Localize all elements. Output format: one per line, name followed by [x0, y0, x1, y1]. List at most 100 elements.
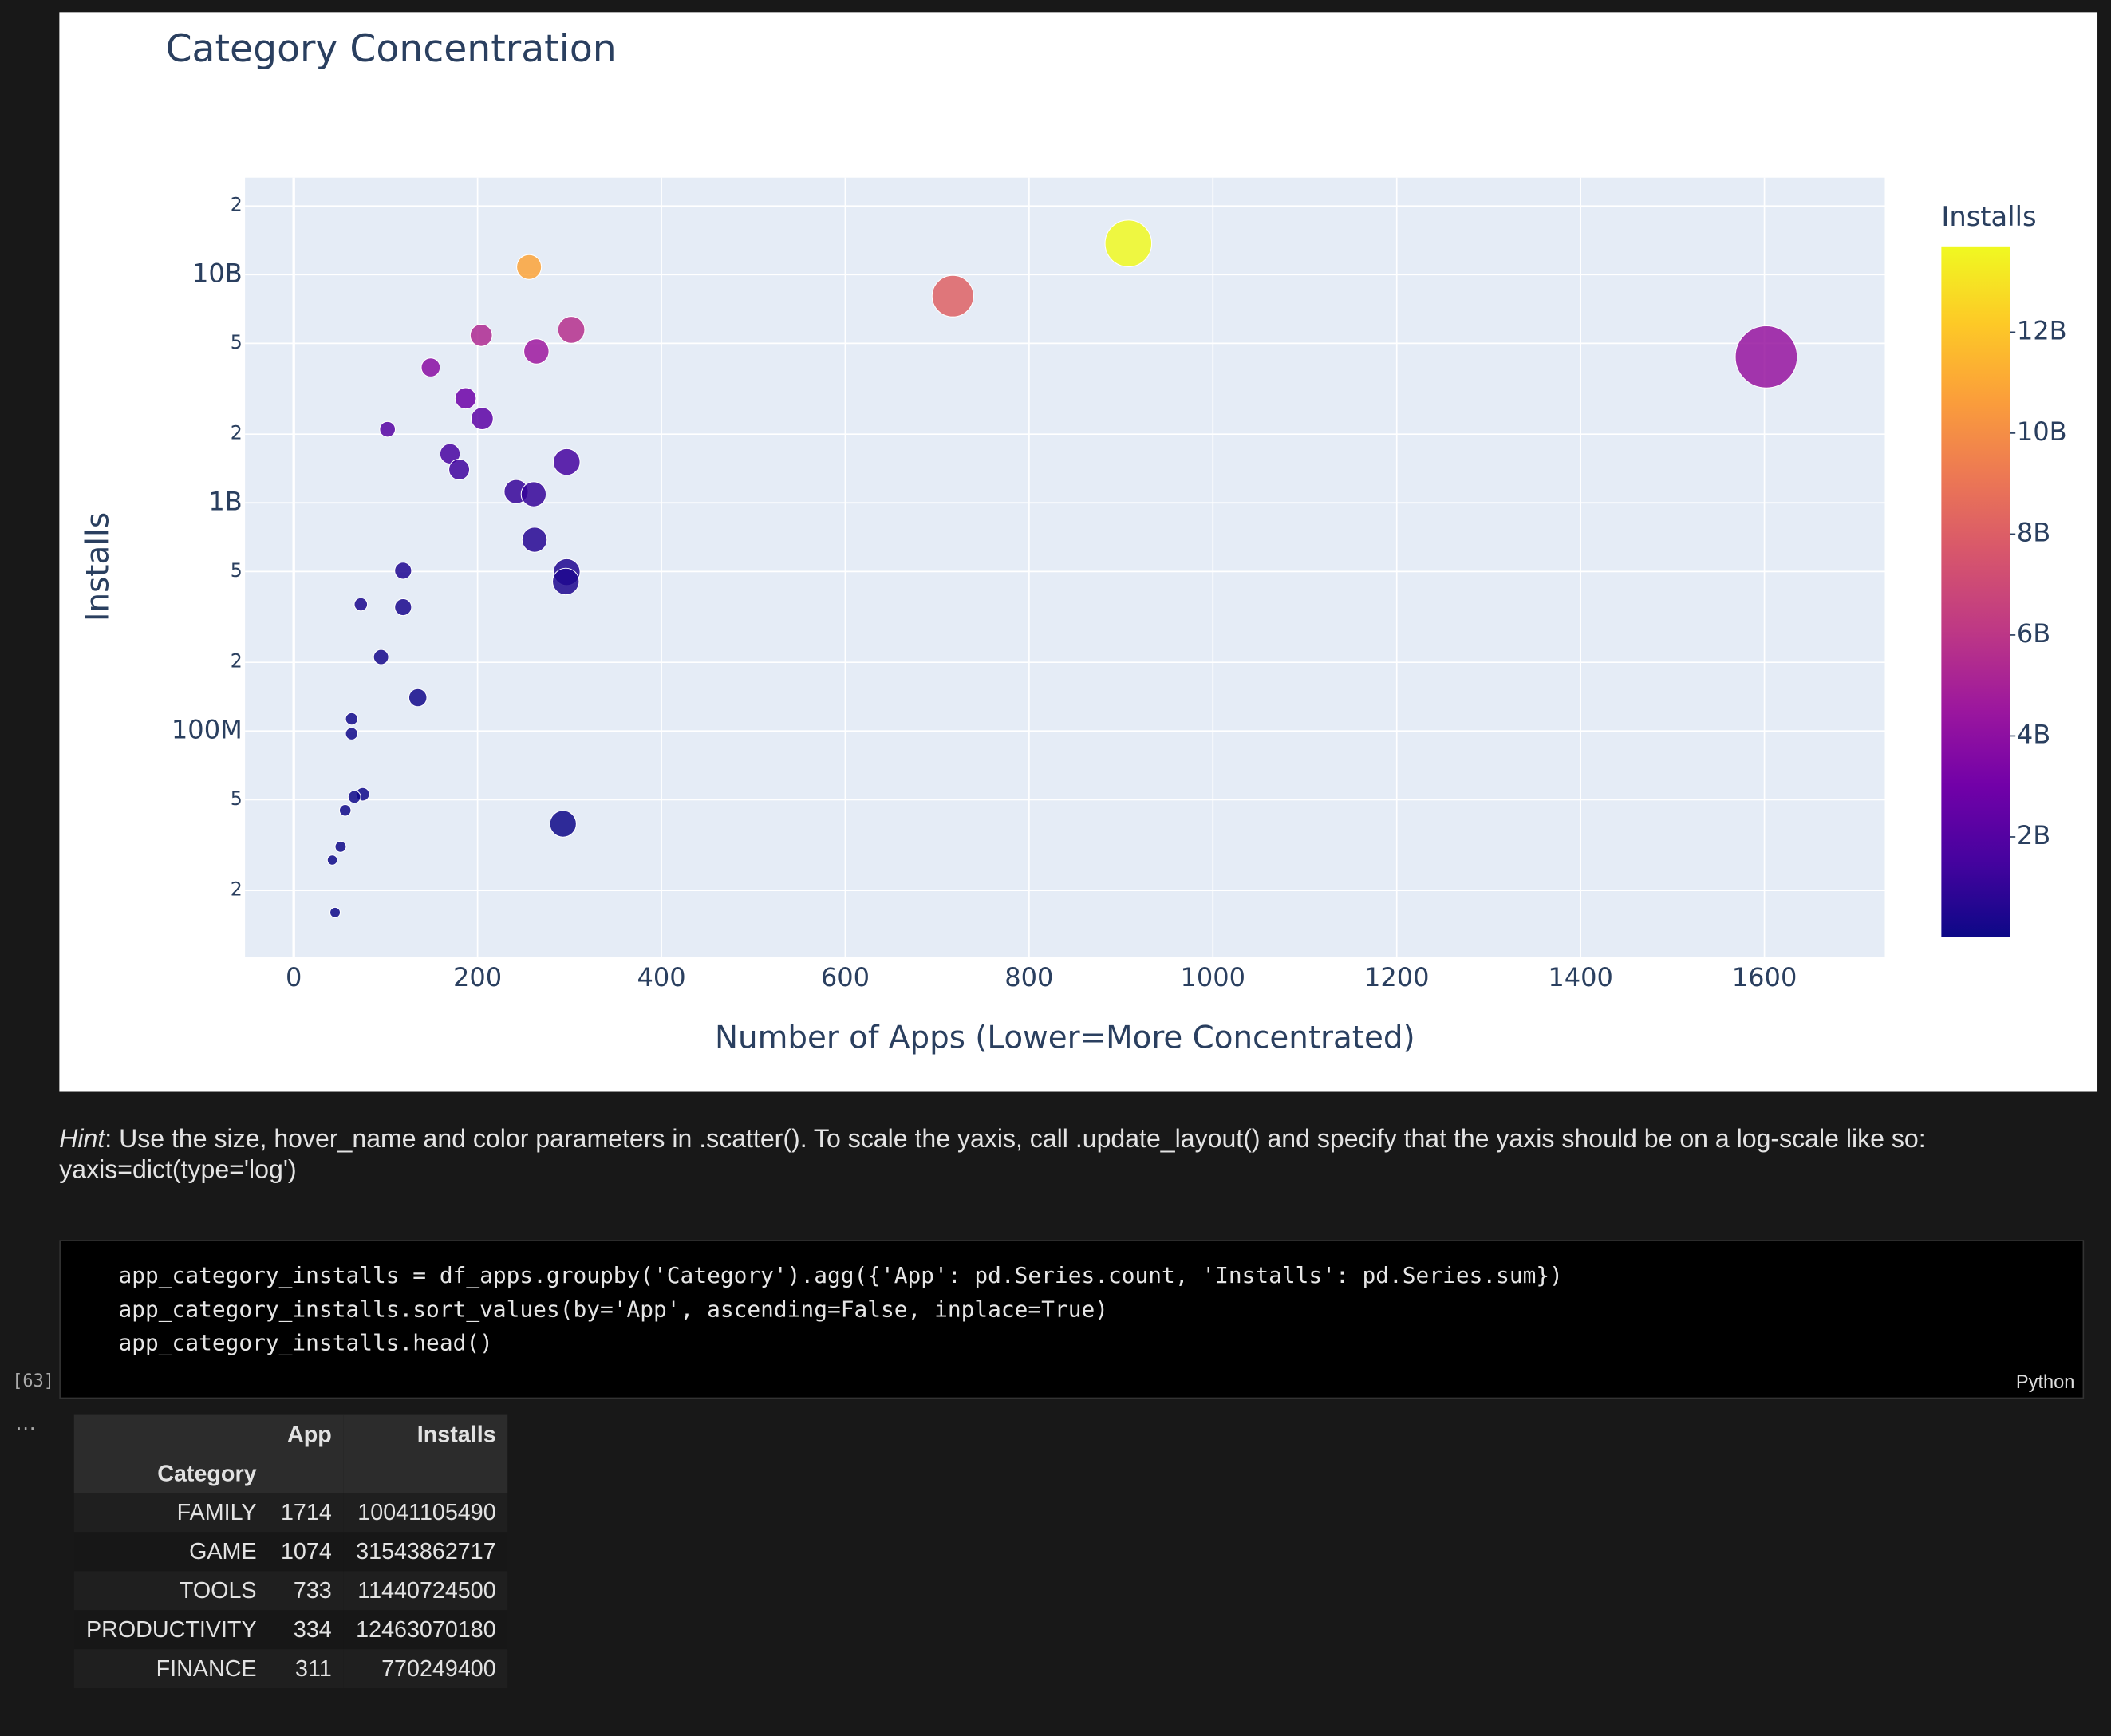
language: Python	[2015, 1370, 2075, 1392]
code: app_category_installs = df_apps.groupby(…	[119, 1259, 1563, 1360]
y-tick-label: 5	[231, 331, 243, 353]
table-row: PRODUCTIVITY 334 12463070180	[73, 1610, 508, 1650]
point	[326, 854, 338, 866]
point	[1104, 219, 1153, 267]
point	[469, 323, 493, 347]
x-tick-label: 600	[821, 962, 870, 992]
plot-area	[245, 177, 1885, 957]
point	[408, 688, 428, 708]
x-tick-label: 800	[1004, 962, 1053, 992]
point	[347, 790, 361, 804]
y-tick-label: 100M	[172, 714, 243, 744]
column-header: App	[287, 1421, 332, 1447]
code-line: app_category_installs.head()	[118, 1330, 493, 1356]
row-index: PRODUCTIVITY	[86, 1616, 257, 1642]
index-header-row: Category	[73, 1454, 508, 1493]
table-row: TOOLS 733 11440724500	[73, 1571, 508, 1611]
table-cell: 1714	[280, 1499, 332, 1525]
point	[1734, 326, 1798, 389]
x-tick-label: 1600	[1732, 962, 1797, 992]
table-cell: 12463070180	[356, 1616, 496, 1642]
colorbar-tick-label: 6B	[2017, 618, 2050, 649]
y-tick-label: 2	[231, 878, 243, 901]
point	[523, 338, 550, 365]
x-tick-label: 1400	[1548, 962, 1613, 992]
x-tick-label: 1000	[1181, 962, 1246, 992]
colorbar-tick-label: 8B	[2017, 517, 2050, 547]
table-row: FAMILY 1714 10041105490	[73, 1493, 508, 1533]
table-cell: 1074	[280, 1537, 332, 1564]
point	[338, 803, 352, 817]
y-tick-label: 2	[231, 650, 243, 673]
point	[394, 562, 412, 580]
output-menu[interactable]: …	[14, 1412, 37, 1435]
code-cell[interactable]: app_category_installs = df_apps.groupby(…	[59, 1240, 2085, 1399]
y-tick-label: 1B	[208, 486, 242, 516]
chart-title: Category Concentration	[166, 27, 617, 71]
index-header: Category	[157, 1460, 257, 1486]
point	[520, 481, 547, 507]
table-cell: 10041105490	[357, 1499, 496, 1525]
point	[521, 527, 548, 553]
point	[329, 906, 341, 918]
code-line: app_category_installs = df_apps.groupby(…	[118, 1262, 1563, 1288]
colorbar-title: Installs	[1941, 201, 2036, 232]
table-cell: 31543862717	[356, 1537, 496, 1564]
y-axis-label: Installs	[80, 512, 116, 621]
x-tick-label: 400	[637, 962, 685, 992]
point	[345, 727, 358, 740]
colorbar-tick-label: 2B	[2017, 820, 2050, 850]
hint-label: Hint	[59, 1125, 105, 1154]
point	[549, 810, 577, 838]
y-tick-label: 2	[231, 422, 243, 444]
x-tick-label: 200	[453, 962, 502, 992]
row-index: GAME	[189, 1537, 257, 1564]
row-index: FINANCE	[156, 1655, 257, 1681]
table-row: GAME 1074 31543862717	[73, 1532, 508, 1572]
row-index: TOOLS	[179, 1576, 257, 1603]
table-cell: 733	[293, 1576, 332, 1603]
point	[394, 598, 412, 617]
hint: Hint: Use the size, hover_name and color…	[59, 1124, 2065, 1186]
table-cell: 11440724500	[357, 1576, 496, 1603]
header-row: App Installs	[73, 1414, 508, 1454]
point	[334, 840, 347, 853]
x-tick-label: 1200	[1364, 962, 1430, 992]
point	[420, 357, 441, 377]
point	[353, 597, 369, 612]
point	[448, 458, 471, 481]
point	[553, 448, 581, 476]
y-tick-label: 2	[231, 194, 243, 216]
hint-text: : Use the size, hover_name and color par…	[59, 1125, 1926, 1185]
x-tick-label: 0	[286, 962, 302, 992]
row-index: FAMILY	[176, 1499, 257, 1525]
y-tick-label: 10B	[192, 258, 243, 288]
table-cell: 770249400	[381, 1655, 496, 1681]
table-cell: 334	[293, 1616, 332, 1642]
code-line: app_category_installs.sort_values(by='Ap…	[118, 1296, 1108, 1323]
y-tick-label: 5	[231, 559, 243, 582]
column-header: Installs	[416, 1421, 496, 1447]
point	[373, 649, 389, 665]
point	[470, 407, 494, 431]
execution-count: [63]	[12, 1371, 55, 1392]
table-row: FINANCE 311 770249400	[73, 1649, 508, 1689]
y-tick-label: 5	[231, 787, 243, 810]
output-table: App Installs Category FAMILY 1714 100411054…	[73, 1414, 508, 1689]
colorbar-tick-label: 12B	[2017, 315, 2067, 345]
x-axis-label: Number of Apps (Lower=More Concentrated)	[715, 1020, 1415, 1055]
colorbar-tick-label: 4B	[2017, 719, 2050, 749]
table-cell: 311	[295, 1655, 332, 1681]
colorbar	[1941, 246, 2010, 937]
point	[516, 254, 543, 280]
chart: Category Concentration Number of Apps (L…	[59, 12, 2098, 1092]
point	[931, 274, 974, 318]
colorbar-tick-label: 10B	[2017, 416, 2067, 447]
point	[454, 387, 477, 410]
point	[345, 712, 358, 726]
point	[557, 316, 586, 344]
point	[379, 420, 397, 438]
point	[552, 567, 580, 596]
